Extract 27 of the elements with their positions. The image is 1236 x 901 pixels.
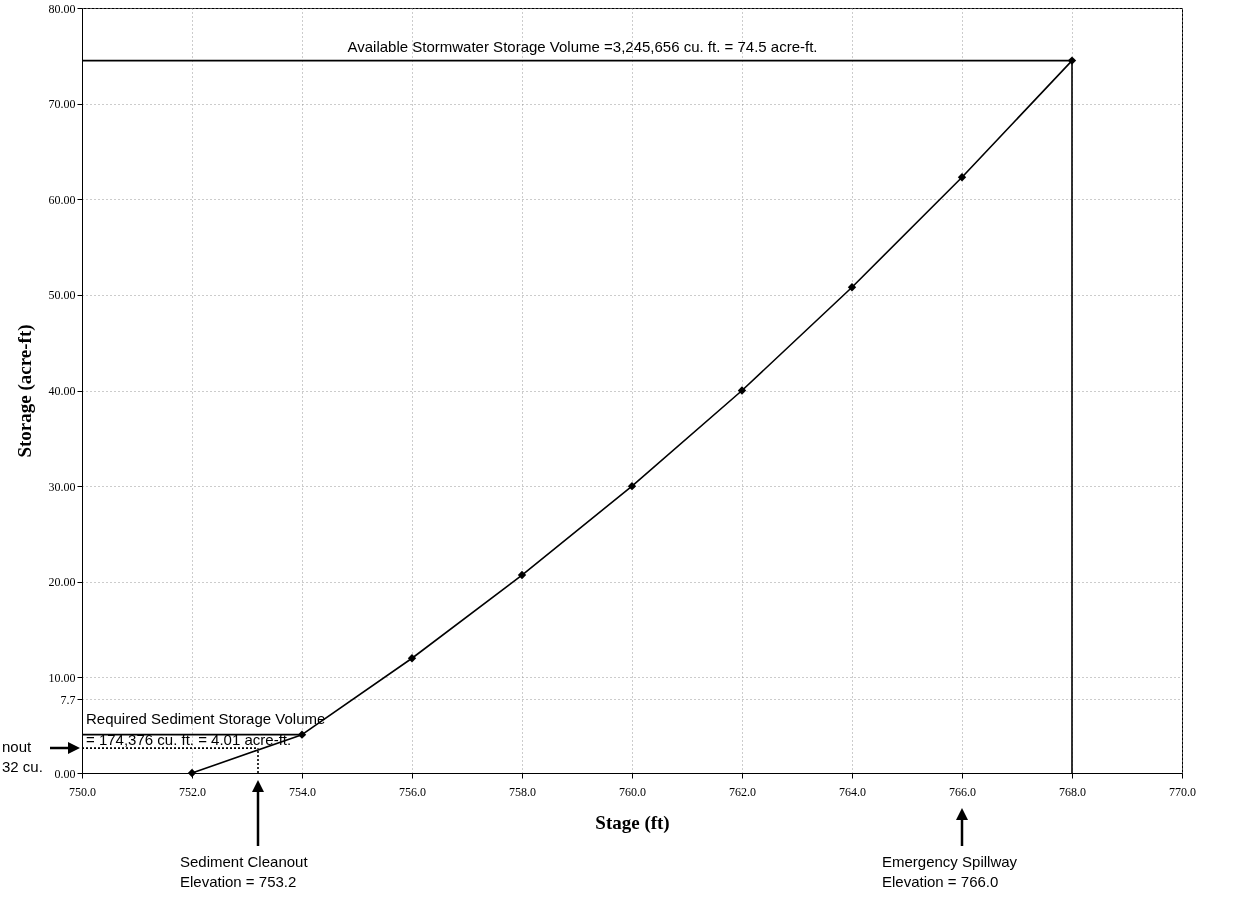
annotation: Available Stormwater Storage Volume =3,245,656 cu. ft. = 74.5 acre-ft. bbox=[347, 37, 818, 55]
y-tick-label: 10.00 bbox=[48, 670, 76, 685]
text: nout 32 cu. bbox=[2, 737, 43, 777]
y-tick-label: 7.7 bbox=[60, 692, 76, 707]
x-tick-label: 770.0 bbox=[1169, 784, 1196, 799]
y-tick-label: 70.00 bbox=[48, 97, 76, 112]
x-tick-label: 760.0 bbox=[619, 784, 646, 799]
y-tick-label: 50.00 bbox=[48, 288, 76, 303]
x-tick-label: 752.0 bbox=[179, 784, 206, 799]
y-tick-label: 40.00 bbox=[48, 384, 76, 398]
x-tick-label: 756.0 bbox=[399, 784, 426, 799]
x-tick-label: 758.0 bbox=[509, 784, 536, 799]
x-tick-label: 754.0 bbox=[289, 784, 316, 799]
x-axis-title: Stage (ft) bbox=[595, 811, 670, 834]
x-tick-label: 764.0 bbox=[839, 784, 866, 799]
x-tick-label: 750.0 bbox=[69, 784, 96, 799]
y-tick-label: 60.00 bbox=[48, 192, 76, 207]
y-tick-label: 30.00 bbox=[48, 479, 76, 494]
text: Emergency Spillway Elevation = 766.0 bbox=[882, 852, 1018, 892]
y-tick-label: 80.00 bbox=[48, 1, 76, 16]
y-axis-title: Storage (acre-ft) bbox=[13, 324, 36, 458]
x-tick-label: 762.0 bbox=[729, 784, 756, 799]
y-tick-label: 0.00 bbox=[54, 766, 76, 781]
x-tick-label: 766.0 bbox=[949, 784, 976, 799]
x-tick-label: 768.0 bbox=[1059, 784, 1086, 799]
text: Sediment Cleanout Elevation = 753.2 bbox=[180, 852, 308, 892]
y-tick-label: 20.00 bbox=[48, 575, 76, 590]
